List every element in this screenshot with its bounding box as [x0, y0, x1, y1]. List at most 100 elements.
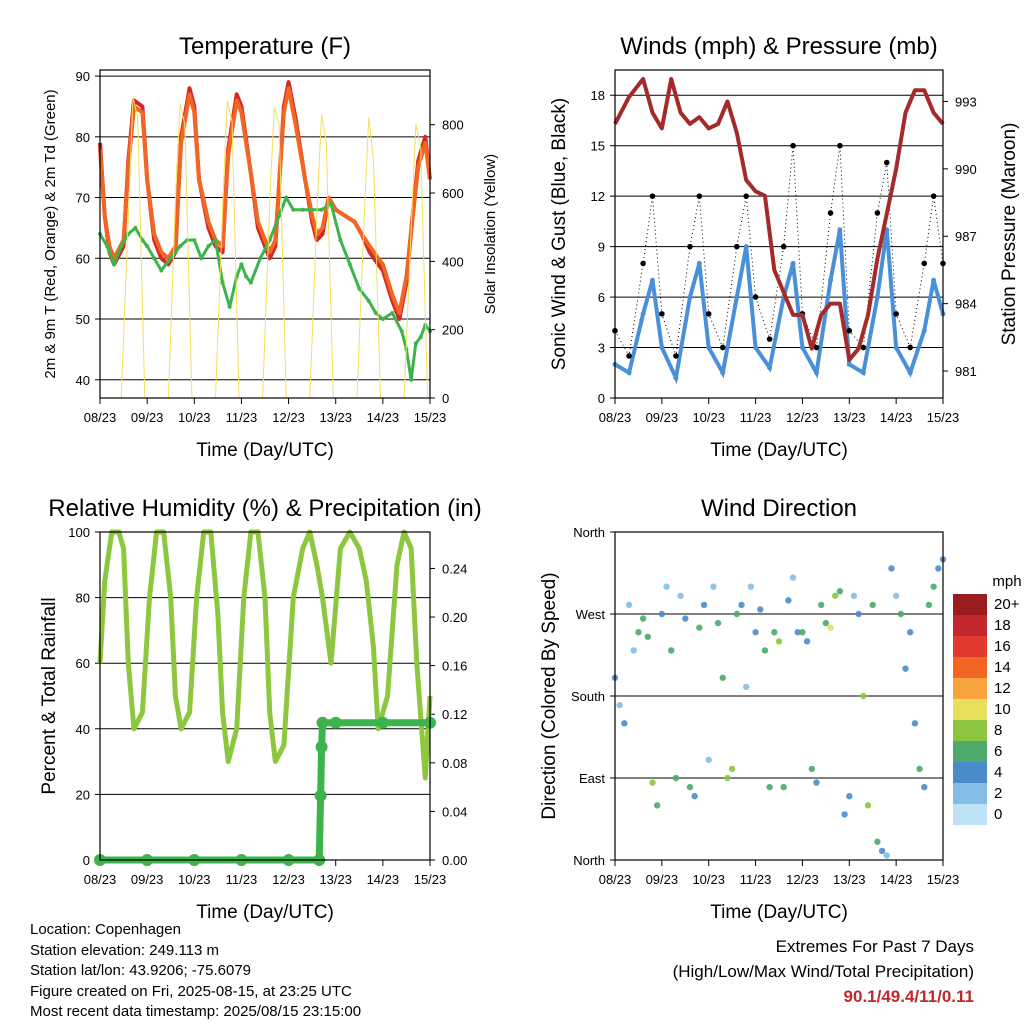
wind-point — [874, 294, 880, 300]
humidity-y2tick-label: 0.04 — [442, 804, 467, 819]
temperature-series-2-line — [98, 196, 432, 382]
colorbar-swatch — [953, 762, 987, 783]
gust-point — [921, 260, 928, 267]
colorbar-swatch — [953, 615, 987, 636]
winds-y2tick-label: 987 — [955, 229, 977, 244]
direction-point — [794, 629, 801, 636]
direction-point — [902, 665, 909, 672]
colorbar-label: 12 — [994, 680, 1011, 697]
direction-point — [916, 765, 923, 773]
dewpoint-point — [140, 238, 145, 243]
temperature-title: Temperature (F) — [179, 33, 351, 60]
precip-point — [315, 741, 328, 754]
direction-point — [878, 847, 886, 855]
dewpoint-point — [277, 213, 282, 218]
winds-series-0-line — [613, 229, 945, 385]
dewpoint-point — [145, 244, 150, 249]
wind-point — [921, 328, 927, 334]
temperature-xtick-label: 09/23 — [131, 410, 164, 425]
dewpoint-point — [373, 310, 378, 315]
direction-point — [625, 601, 633, 609]
direction-point — [747, 583, 755, 590]
wind_direction-xtick-label: 08/23 — [599, 872, 632, 887]
direction-point — [860, 692, 867, 700]
temperature-xtick-label: 15/23 — [414, 410, 447, 425]
wind-point — [640, 311, 646, 317]
direction-point — [897, 610, 905, 618]
colorbar-label: 0 — [994, 806, 1002, 823]
direction-point — [789, 574, 797, 581]
winds-xtick-label: 11/23 — [740, 410, 772, 425]
colorbar-label: 16 — [994, 638, 1011, 655]
gust-point — [640, 260, 646, 267]
wind_direction-xtick-label: 13/23 — [833, 872, 866, 887]
dewpoint-point — [185, 238, 190, 243]
direction-point — [813, 779, 820, 786]
winds-ytick-label: 3 — [598, 341, 605, 356]
dewpoint-point — [248, 280, 253, 285]
wind_direction-ytick-label: North — [573, 853, 605, 868]
colorbar-label: 8 — [994, 722, 1002, 739]
direction-point — [846, 793, 853, 800]
temperature-ytick-label: 50 — [76, 312, 90, 327]
direction-point — [771, 629, 778, 636]
gust-point — [626, 353, 632, 359]
direction-point — [696, 624, 703, 631]
wind-point — [673, 375, 679, 381]
wind_direction-ytick-label: East — [579, 771, 605, 786]
dewpoint-point — [291, 207, 296, 212]
direction-point — [930, 583, 937, 590]
colorbar-label: 6 — [994, 743, 1002, 760]
wind-point — [743, 244, 749, 250]
precip-point — [314, 789, 327, 802]
dewpoint-point — [329, 201, 333, 206]
humidity-y2tick-label: 0.24 — [442, 561, 467, 576]
wind_direction-ytick-label: North — [573, 525, 605, 540]
dewpoint-point — [347, 262, 352, 267]
gust-point — [813, 344, 820, 351]
direction-point — [728, 765, 736, 773]
temperature-y2tick-label: 600 — [442, 186, 464, 201]
winds-xtick-label: 08/23 — [599, 410, 632, 425]
direction-point — [630, 647, 637, 654]
temperature-xtick-label: 08/23 — [84, 410, 117, 425]
temperature-ytick-label: 40 — [76, 373, 90, 388]
direction-point — [841, 811, 848, 818]
humidity-y2tick-label: 0.00 — [442, 853, 467, 868]
direction-point — [775, 638, 783, 645]
direction-point — [850, 592, 858, 599]
direction-point — [653, 802, 661, 809]
direction-point — [921, 783, 928, 791]
winds-xtick-label: 12/23 — [786, 410, 819, 425]
direction-point — [677, 592, 684, 599]
gust-point — [743, 193, 749, 199]
direction-point — [668, 647, 675, 654]
precip-point — [329, 716, 342, 729]
temperature-xtick-label: 12/23 — [272, 410, 305, 425]
winds-title: Winds (mph) & Pressure (mb) — [620, 33, 937, 60]
humidity-y2tick-label: 0.12 — [442, 707, 467, 722]
colorbar-label: 2 — [994, 785, 1002, 802]
latlon-text: Station lat/lon: 43.9206; -75.6079 — [30, 962, 252, 979]
humidity-ytick-label: 100 — [68, 525, 90, 540]
gust-point — [705, 311, 712, 317]
humidity-ytick-label: 20 — [76, 787, 90, 802]
wind_direction-xtick-label: 09/23 — [646, 872, 679, 887]
temperature-ytick-label: 70 — [76, 191, 90, 206]
gust-point — [790, 142, 796, 149]
colorbar-label: 4 — [994, 764, 1002, 781]
colorbar-label: 18 — [994, 617, 1011, 634]
dewpoint-point — [366, 298, 371, 303]
direction-point — [644, 633, 651, 640]
direction-point — [658, 610, 666, 618]
precip-point — [316, 716, 329, 729]
humidity-xtick-label: 15/23 — [414, 872, 447, 887]
dewpoint-point — [159, 268, 164, 273]
humidity-series-1-line — [100, 719, 430, 864]
wind_direction-frame — [614, 531, 944, 861]
colorbar-swatch — [953, 636, 987, 657]
winds-xtick-label: 15/23 — [927, 410, 960, 425]
colorbar-swatch — [953, 741, 987, 762]
direction-point — [616, 701, 623, 709]
wind-point — [687, 294, 693, 300]
